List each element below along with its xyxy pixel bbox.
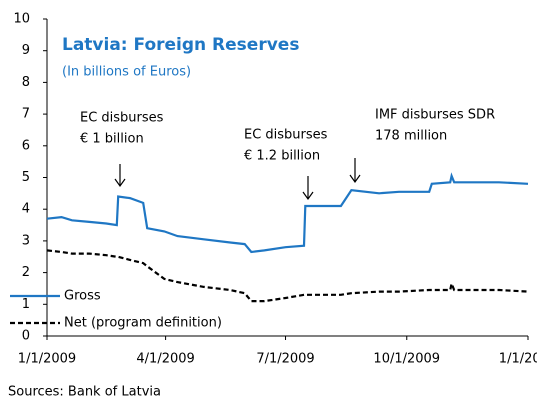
- x-tick-label: 4/1/2009: [136, 352, 194, 367]
- y-tick-label: 10: [13, 12, 30, 27]
- annotation-arrowhead: [302, 191, 314, 201]
- legend-label: Gross: [64, 289, 101, 304]
- annotation: 178 million: [375, 129, 447, 144]
- y-tick-label: 7: [22, 107, 30, 122]
- y-tick-label: 2: [22, 265, 30, 280]
- source: Sources: Bank of Latvia: [8, 385, 161, 400]
- annotation-arrowhead: [114, 178, 126, 188]
- annotation: EC disburses: [80, 111, 164, 126]
- annotation: IMF disburses SDR: [375, 108, 495, 123]
- chart-subtitle: (In billions of Euros): [62, 65, 191, 80]
- annotation: EC disburses: [244, 128, 328, 143]
- annotation: € 1 billion: [80, 132, 144, 147]
- y-tick-label: 4: [22, 202, 30, 217]
- y-tick-label: 9: [22, 43, 30, 58]
- series-line: [46, 172, 529, 254]
- legend-label: Net (program definition): [64, 316, 222, 331]
- series-line: [46, 249, 529, 303]
- y-tick-label: 0: [22, 329, 30, 344]
- chart-title: Latvia: Foreign Reserves: [62, 35, 299, 55]
- annotation: € 1.2 billion: [244, 149, 320, 164]
- y-tick-label: 3: [22, 233, 30, 248]
- y-tick-label: 8: [22, 75, 30, 90]
- x-tick-label: 7/1/2009: [256, 352, 314, 367]
- y-tick-label: 5: [22, 170, 30, 185]
- y-tick-label: 6: [22, 138, 30, 153]
- y-tick-label: 1: [22, 297, 30, 312]
- x-tick-label: 10/1/2009: [373, 352, 440, 367]
- x-tick-label: 1/1/2009: [18, 352, 76, 367]
- x-tick-label: 1/1/2010: [499, 352, 537, 367]
- annotation-arrowhead: [349, 174, 361, 184]
